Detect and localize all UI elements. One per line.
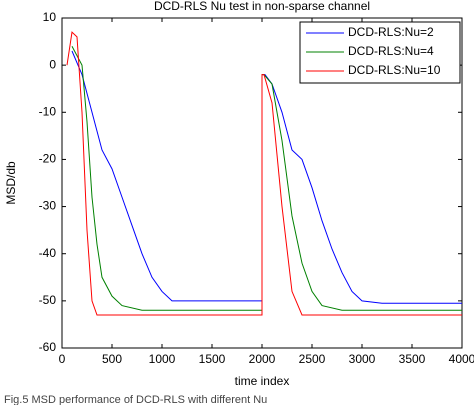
y-tick-label: -30 <box>39 199 57 213</box>
y-tick-label: 10 <box>43 10 57 24</box>
x-tick-label: 500 <box>102 352 122 366</box>
y-tick-label: -40 <box>39 246 57 260</box>
legend-label: DCD-RLS:Nu=4 <box>348 44 434 58</box>
x-tick-label: 1000 <box>149 352 176 366</box>
x-tick-label: 1500 <box>199 352 226 366</box>
y-tick-label: -10 <box>39 104 57 118</box>
y-tick-label: -50 <box>39 293 57 307</box>
x-tick-label: 0 <box>59 352 66 366</box>
y-tick-label: -60 <box>39 340 57 354</box>
series-line <box>66 31 462 316</box>
caption: Fig.5 MSD performance of DCD-RLS with di… <box>4 394 267 405</box>
x-tick-label: 4000 <box>449 352 474 366</box>
series-line <box>71 50 462 304</box>
chart-title: DCD-RLS Nu test in non-sparse channel <box>154 0 370 13</box>
y-tick-label: -20 <box>39 152 57 166</box>
x-tick-label: 2000 <box>249 352 276 366</box>
x-tick-label: 3000 <box>349 352 376 366</box>
x-axis-label: time index <box>235 374 290 388</box>
legend-label: DCD-RLS:Nu=2 <box>348 25 434 39</box>
y-tick-label: 0 <box>49 57 56 71</box>
x-tick-label: 2500 <box>299 352 326 366</box>
legend-label: DCD-RLS:Nu=10 <box>348 63 441 77</box>
x-tick-label: 3500 <box>399 352 426 366</box>
y-axis-label: MSD/db <box>4 161 18 205</box>
